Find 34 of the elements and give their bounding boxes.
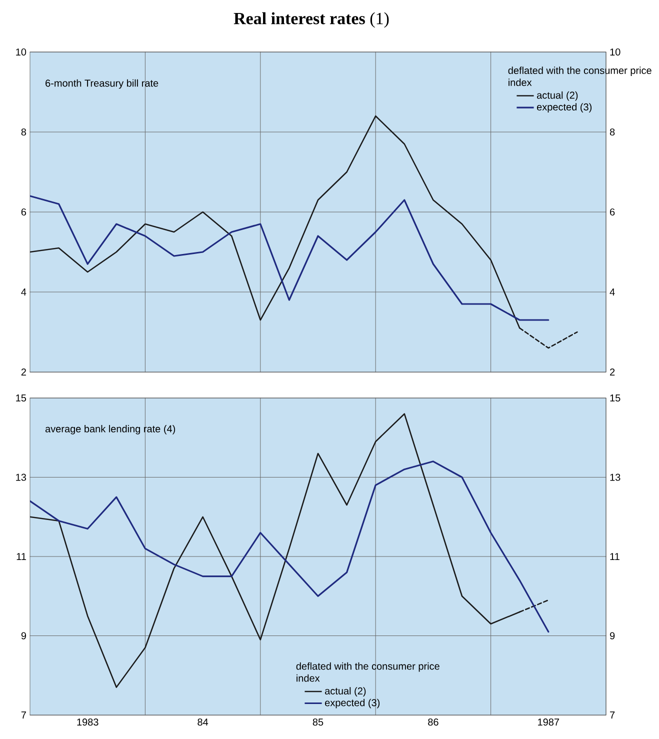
- y-tick-label: 8: [21, 128, 26, 136]
- legend-label: expected (3): [537, 103, 592, 112]
- y-tick-label: 15: [16, 394, 26, 402]
- y2-tick-label: 2: [610, 368, 615, 376]
- legend-label: expected (3): [325, 698, 380, 708]
- y-tick-label: 6: [21, 208, 26, 216]
- y-tick-label: 11: [16, 553, 26, 560]
- y2-tick-label: 8: [610, 128, 615, 136]
- chart-title: Real interest rates (1): [234, 12, 389, 28]
- y2-tick-label: 11: [610, 553, 620, 560]
- legend-label: actual (2): [537, 91, 578, 101]
- y-tick-label: 4: [21, 288, 26, 296]
- x-tick-label: 1983: [77, 718, 98, 726]
- y2-tick-label: 6: [610, 208, 615, 216]
- y2-tick-label: 13: [610, 474, 620, 481]
- y2-tick-label: 9: [610, 632, 615, 640]
- y2-tick-label: 15: [610, 394, 620, 402]
- y2-tick-label: 4: [610, 288, 615, 296]
- y-tick-label: 7: [21, 712, 26, 718]
- y-tick-label: 2: [21, 368, 26, 376]
- y2-tick-label: 7: [610, 712, 615, 718]
- x-tick-label: 86: [428, 718, 438, 726]
- x-tick-label: 85: [312, 718, 324, 726]
- line-series: [30, 195, 550, 321]
- legend-label: actual (2): [325, 687, 366, 696]
- y-tick-label: 10: [16, 48, 26, 56]
- annotation: 6-month Treasury bill rate: [46, 79, 158, 89]
- x-tick-label: 84: [198, 718, 208, 726]
- x-tick-label: 1987: [538, 718, 560, 726]
- y2-tick-label: 10: [610, 48, 620, 56]
- y-tick-label: 9: [21, 632, 26, 640]
- annotation: average bank lending rate (4): [46, 425, 176, 434]
- line-series: [30, 460, 550, 633]
- y-tick-label: 13: [16, 474, 26, 481]
